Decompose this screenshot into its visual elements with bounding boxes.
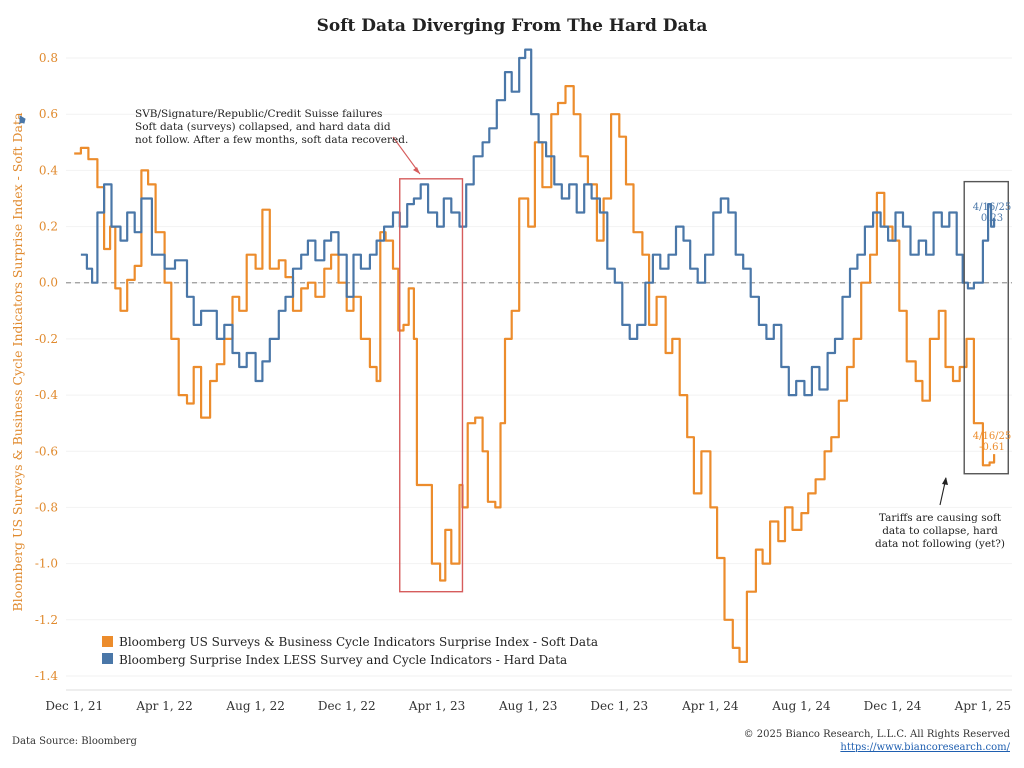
highlight-boxes xyxy=(399,178,1009,593)
y-tick-label: -0.6 xyxy=(35,444,58,458)
svb-highlight-box xyxy=(399,178,464,593)
tariff-arrow-head xyxy=(942,477,948,485)
x-tick-label: Aug 1, 22 xyxy=(225,699,284,713)
x-tick-label: Dec 1, 22 xyxy=(318,699,376,713)
y-axis-label: Bloomberg US Surveys & Business Cycle In… xyxy=(10,112,25,612)
y-tick-label: -1.2 xyxy=(35,613,58,627)
y-tick-label: -0.2 xyxy=(35,332,58,346)
y-tick-label: 0.6 xyxy=(39,107,58,121)
tariff-highlight-box xyxy=(963,180,1009,475)
x-tick-label: Apr 1, 22 xyxy=(135,699,192,713)
x-tick-label: Aug 1, 24 xyxy=(771,699,831,713)
copyright-text: © 2025 Bianco Research, L.L.C. All Right… xyxy=(743,729,1010,740)
annotation-hard-end-line: 4/16/25 xyxy=(973,202,1012,213)
annotation-tariffs-line: Tariffs are causing soft xyxy=(879,512,1002,524)
hard-data-line xyxy=(80,48,996,397)
x-tick-label: Apr 1, 24 xyxy=(681,699,739,713)
copyright-block: © 2025 Bianco Research, L.L.C. All Right… xyxy=(744,728,1010,754)
annotation-svb-line: Soft data (surveys) collapsed, and hard … xyxy=(135,121,391,133)
legend-swatch-hard xyxy=(102,653,113,664)
y-tick-label: -1.0 xyxy=(35,557,58,571)
legend-label-hard: Bloomberg Surprise Index LESS Survey and… xyxy=(119,653,567,667)
x-tick-labels: Dec 1, 21 Apr 1, 22 Aug 1, 22 Dec 1, 22 Apr … xyxy=(45,699,1011,713)
x-tick-label: Dec 1, 24 xyxy=(864,699,922,713)
series-lines xyxy=(74,48,996,663)
y-tick-label: 0.0 xyxy=(39,276,58,290)
x-tick-label: Dec 1, 21 xyxy=(45,699,103,713)
website-link[interactable]: https://www.biancoresearch.com/ xyxy=(840,742,1010,753)
y-tick-label: 0.4 xyxy=(39,163,58,177)
y-tick-label: 0.2 xyxy=(39,220,58,234)
pin-icon xyxy=(18,115,26,125)
svb-arrow-head xyxy=(413,167,420,174)
annotation-hard-end-line: 0.23 xyxy=(981,213,1003,224)
svb-arrow-line xyxy=(392,136,421,175)
annotation-soft-end-line: 4/16/25 xyxy=(973,431,1012,442)
legend-swatch-soft xyxy=(102,636,113,647)
y-tick-label: -0.8 xyxy=(35,500,58,514)
annotation-tariffs-line: data to collapse, hard xyxy=(882,525,998,537)
y-gridlines xyxy=(66,57,1012,677)
soft-data-line xyxy=(74,85,996,663)
chart-title: Soft Data Diverging From The Hard Data xyxy=(317,16,708,36)
data-source: Data Source: Bloomberg xyxy=(12,736,137,747)
annotation-soft-end-line: -0.61 xyxy=(979,442,1005,453)
y-tick-label: 0.8 xyxy=(39,51,58,65)
y-tick-label: -1.4 xyxy=(35,669,59,683)
x-tick-label: Aug 1, 23 xyxy=(498,699,557,713)
y-tick-labels: 0.8 0.6 0.4 0.2 0.0 -0.2 -0.4 -0.6 -0.8 -1.0 -1.2 -… xyxy=(35,51,59,683)
y-tick-label: -0.4 xyxy=(35,388,59,402)
x-tick-label: Apr 1, 23 xyxy=(408,699,465,713)
legend: Bloomberg US Surveys & Business Cycle In… xyxy=(102,635,598,667)
annotation-svb-line: not follow. After a few months, soft dat… xyxy=(135,134,408,146)
annotations: SVB/Signature/Republic/Credit Suisse fai… xyxy=(135,108,1011,550)
annotation-tariffs-line: data not following (yet?) xyxy=(875,538,1005,550)
annotation-svb-line: SVB/Signature/Republic/Credit Suisse fai… xyxy=(135,108,382,120)
x-tick-label: Dec 1, 23 xyxy=(590,699,648,713)
x-tick-label: Apr 1, 25 xyxy=(954,699,1011,713)
legend-label-soft: Bloomberg US Surveys & Business Cycle In… xyxy=(119,635,598,649)
